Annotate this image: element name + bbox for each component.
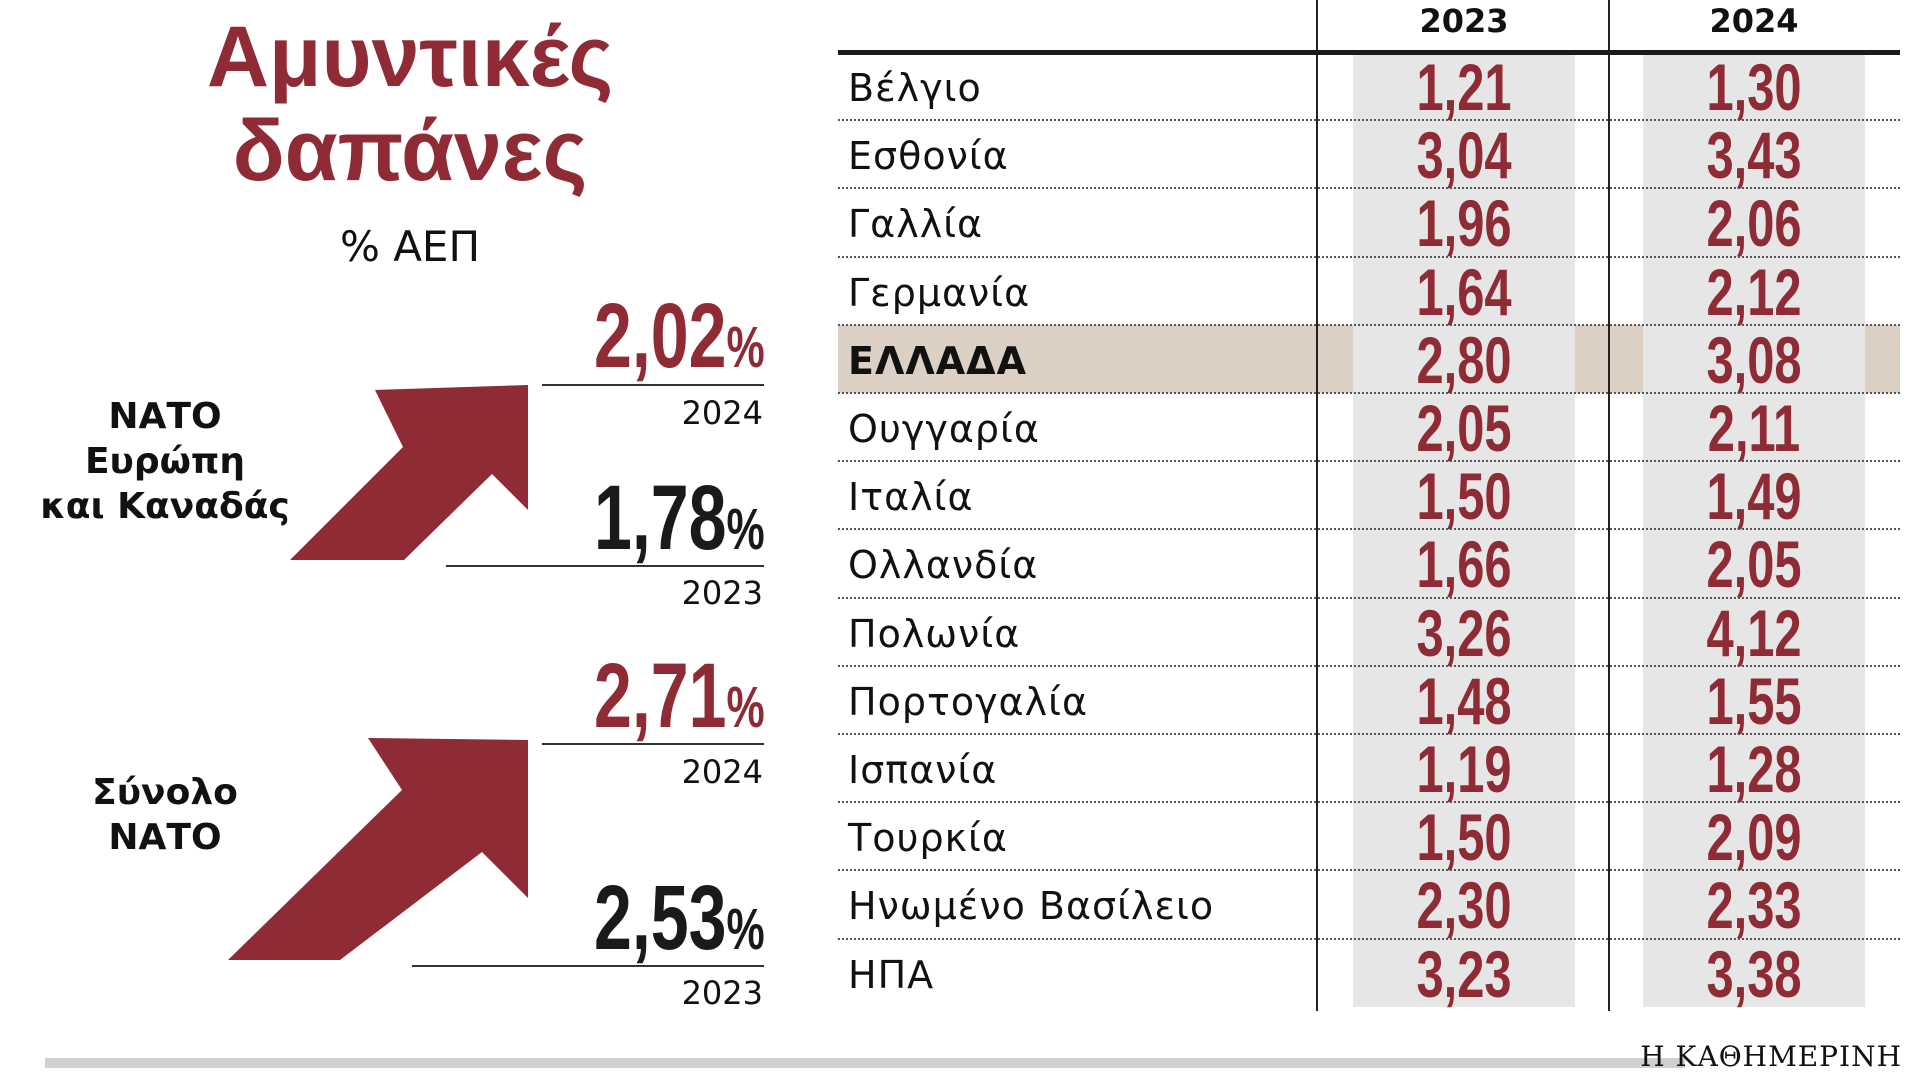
value-2024: 2,06 [1706, 186, 1802, 261]
value-2023: 2,30 [1416, 868, 1512, 943]
value-2023: 1,21 [1416, 50, 1512, 124]
country-name: Ιταλία [848, 475, 974, 520]
value-number: 2,53 [594, 867, 727, 969]
group2-year-2024: 2024 [681, 753, 763, 791]
up-arrow-icon [290, 385, 528, 560]
highlight-row-band [1865, 324, 1900, 393]
value-number: 2,02 [594, 285, 727, 387]
footer-bar [45, 1058, 1685, 1068]
row-divider [838, 528, 1900, 531]
header-year-2024: 2024 [1709, 2, 1799, 40]
group1-year-2023: 2023 [681, 574, 763, 612]
value-number: 1,78 [594, 467, 727, 569]
row-divider [838, 119, 1900, 122]
value-2023: 3,23 [1416, 936, 1512, 1011]
country-name: Ουγγαρία [848, 407, 1040, 451]
percent-sign: % [726, 675, 765, 740]
row-divider [838, 664, 1900, 667]
percent-sign: % [726, 497, 765, 562]
value-2023: 1,64 [1416, 254, 1512, 329]
value-2023: 1,66 [1416, 527, 1512, 602]
percent-sign: % [726, 897, 765, 962]
value-2023: 3,26 [1416, 595, 1512, 670]
value-2024: 1,55 [1706, 663, 1802, 738]
group2-value-2024: 2,71% [594, 650, 765, 754]
value-2023: 1,50 [1416, 459, 1512, 534]
divider-line [412, 965, 764, 967]
divider-line [542, 384, 764, 386]
up-arrow-icon [228, 738, 528, 960]
divider-line [446, 565, 764, 567]
value-2024: 2,09 [1706, 800, 1802, 875]
value-2024: 3,43 [1706, 118, 1802, 193]
value-2023: 1,48 [1416, 663, 1512, 738]
country-name: Πορτογαλία [848, 679, 1089, 724]
value-2024: 2,05 [1706, 527, 1802, 602]
group1-value-2023: 1,78% [594, 472, 765, 576]
group2-value-2023: 2,53% [594, 872, 765, 976]
value-2023: 1,96 [1416, 186, 1512, 261]
column-rule [1608, 0, 1610, 1011]
value-2024: 1,49 [1706, 459, 1802, 534]
row-divider [838, 323, 1900, 326]
row-divider [838, 937, 1900, 940]
row-divider [838, 187, 1900, 190]
divider-line [542, 743, 764, 745]
row-divider [838, 801, 1900, 804]
country-name: Τουρκία [848, 816, 1008, 861]
row-divider [838, 392, 1900, 394]
header-rule [838, 50, 1900, 55]
group-label-nato-europe: ΝΑΤΟ Ευρώπη και Καναδάς [30, 394, 300, 529]
value-2024: 3,08 [1706, 322, 1802, 397]
row-divider [838, 733, 1900, 735]
value-2023: 1,50 [1416, 800, 1512, 875]
value-2023: 3,04 [1416, 118, 1512, 193]
group-label-line: Ευρώπη [84, 441, 246, 482]
row-divider [838, 869, 1900, 872]
country-name: Βέλγιο [848, 66, 982, 110]
group1-year-2024: 2024 [681, 394, 763, 432]
publisher-brand: Η ΚΑΘΗΜΕΡΙΝΗ [1640, 1040, 1902, 1073]
country-name: Πολωνία [848, 611, 1021, 656]
value-2024: 2,33 [1706, 868, 1802, 943]
group-label-line: ΝΑΤΟ [108, 396, 222, 437]
country-name: Ισπανία [848, 748, 998, 792]
country-name: Ηνωμένο Βασίλειο [848, 884, 1215, 929]
value-2023: 1,19 [1416, 732, 1512, 806]
value-2024: 3,38 [1706, 936, 1802, 1011]
value-2024: 1,30 [1706, 50, 1802, 124]
group2-year-2023: 2023 [681, 974, 763, 1012]
country-name: Ολλανδία [848, 543, 1039, 588]
group1-value-2024: 2,02% [594, 290, 765, 394]
title-line-1: Αμυντικές [206, 9, 614, 105]
group-label-line: ΝΑΤΟ [108, 817, 222, 858]
country-name: Γαλλία [848, 202, 984, 247]
header-year-2023: 2023 [1419, 2, 1509, 40]
country-name: ΕΛΛΑΔΑ [848, 338, 1028, 383]
value-2024: 2,11 [1707, 391, 1801, 465]
row-divider [838, 596, 1900, 599]
value-2024: 1,28 [1706, 732, 1802, 806]
group-label-line: και Καναδάς [40, 486, 290, 527]
value-number: 2,71 [594, 645, 727, 747]
country-name: Γερμανία [848, 270, 1031, 315]
unit-label: % ΑΕΠ [339, 222, 481, 271]
chart-title: Αμυντικές δαπάνες [150, 10, 670, 198]
value-2024: 4,12 [1706, 595, 1802, 670]
row-divider [838, 460, 1900, 463]
row-divider [838, 255, 1900, 258]
title-line-2: δαπάνες [232, 103, 588, 199]
group-label-line: Σύνολο [92, 772, 238, 813]
country-name: ΗΠΑ [848, 952, 935, 997]
country-name: Εσθονία [848, 134, 1009, 179]
percent-sign: % [726, 315, 765, 380]
highlight-row-band [838, 324, 1353, 393]
value-2024: 2,12 [1706, 254, 1802, 329]
value-2023: 2,05 [1416, 391, 1512, 465]
column-rule [1316, 0, 1318, 1011]
group-label-nato-total: Σύνολο ΝΑΤΟ [30, 770, 300, 860]
value-2023: 2,80 [1416, 322, 1512, 397]
